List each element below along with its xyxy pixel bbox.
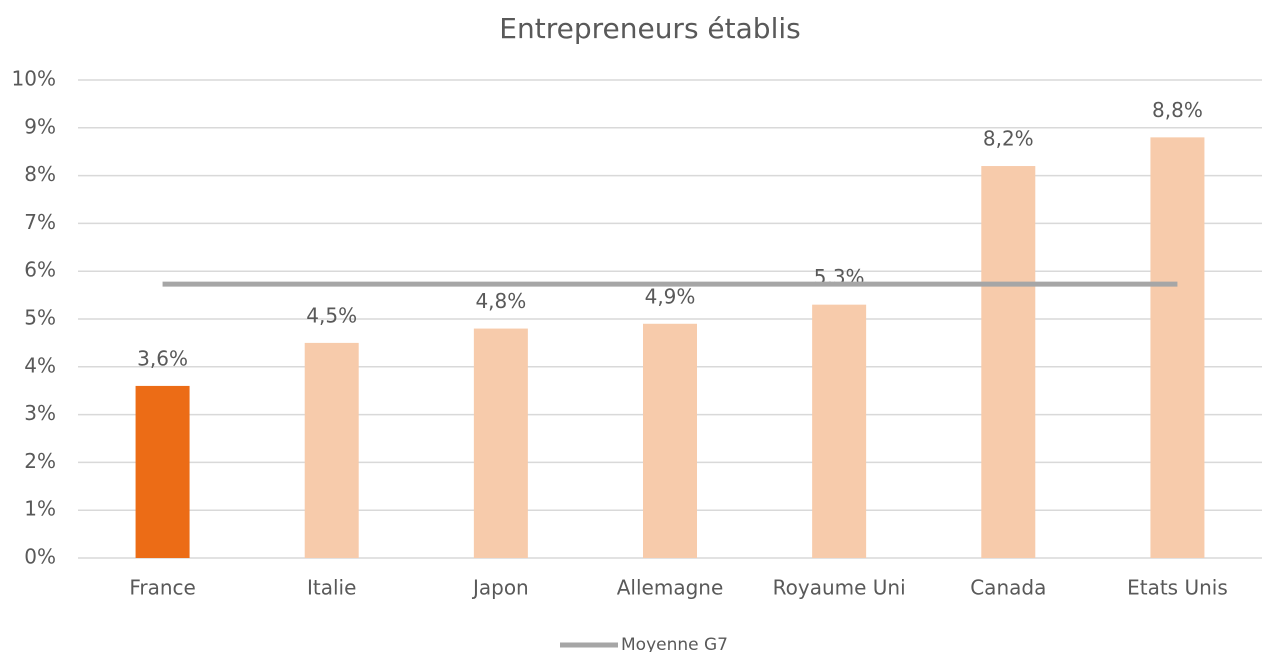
y-tick-label: 7% [24, 210, 56, 234]
bar [1150, 137, 1205, 559]
data-label: 3,6% [137, 346, 188, 370]
x-tick-label: Royaume Uni [773, 576, 906, 600]
y-tick-label: 0% [24, 545, 56, 569]
y-tick-label: 10% [12, 67, 56, 91]
x-tick-label: Italie [307, 576, 356, 600]
x-tick-label: Canada [970, 576, 1046, 600]
y-tick-label: 1% [24, 497, 56, 521]
bar [643, 323, 697, 558]
data-label: 4,9% [645, 284, 696, 308]
y-tick-label: 4% [24, 353, 56, 377]
data-label: 4,8% [475, 289, 526, 313]
data-label: 4,5% [306, 303, 357, 327]
y-tick-label: 5% [24, 306, 56, 330]
chart-title: Entrepreneurs établis [499, 12, 800, 45]
bar [304, 342, 359, 558]
legend-label: Moyenne G7 [621, 635, 728, 652]
x-tick-label: Japon [471, 576, 529, 600]
x-tick-label: Allemagne [617, 576, 724, 600]
bar [135, 385, 190, 558]
y-tick-label: 8% [24, 162, 56, 186]
x-tick-label: France [129, 576, 196, 600]
bar [981, 166, 1036, 559]
bar [473, 328, 528, 558]
bar [812, 304, 867, 558]
y-tick-label: 2% [24, 449, 56, 473]
y-tick-label: 9% [24, 114, 56, 138]
x-tick-label: Etats Unis [1127, 576, 1228, 600]
data-label: 8,2% [983, 127, 1034, 151]
y-tick-label: 3% [24, 401, 56, 425]
data-label: 8,8% [1152, 98, 1203, 122]
y-tick-label: 6% [24, 258, 56, 282]
